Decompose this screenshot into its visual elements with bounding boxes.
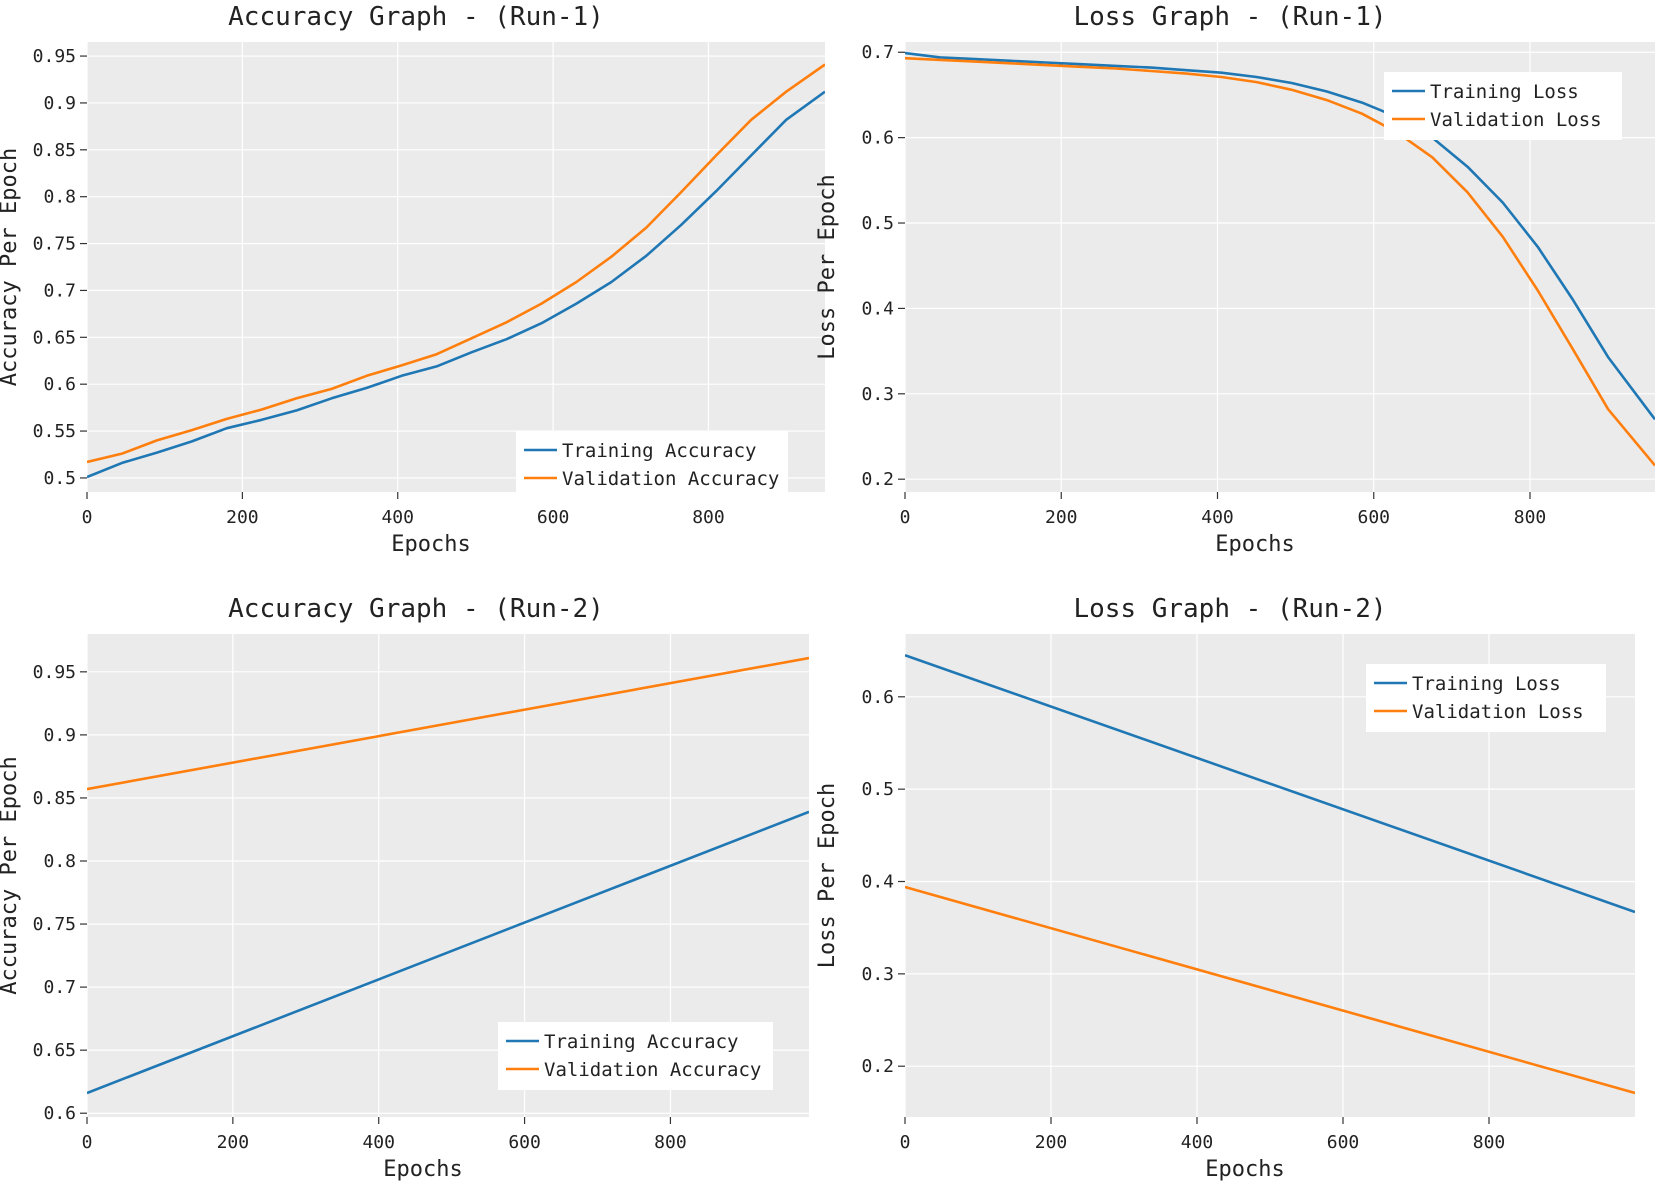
y-tick-label: 0.65	[33, 327, 76, 348]
x-tick-label: 0	[900, 1132, 911, 1153]
x-tick-label: 0	[900, 507, 911, 528]
loss2-chart: 0.2 0.3 0.4 0.5 0.6 0 200 400 600 800 Epochs Loss P…	[815, 594, 1635, 1182]
x-tick-label: 800	[1473, 1132, 1506, 1153]
plot-area	[87, 42, 825, 492]
y-tick-label: 0.9	[43, 725, 76, 746]
chart-title: Loss Graph - (Run-2)	[1073, 594, 1386, 624]
y-tick-label: 0.8	[43, 851, 76, 872]
legend-entry: Validation Accuracy	[562, 468, 779, 490]
x-axis-label: Epochs	[1215, 532, 1294, 557]
y-tick-label: 0.4	[861, 872, 894, 893]
x-axis-label: Epochs	[391, 532, 470, 557]
x-tick-label: 800	[654, 1132, 687, 1153]
legend-entry: Validation Accuracy	[544, 1059, 761, 1081]
y-tick-label: 0.95	[33, 46, 76, 67]
x-tick-label: 200	[1045, 507, 1078, 528]
x-tick-label: 400	[362, 1132, 395, 1153]
y-tick-label: 0.85	[33, 788, 76, 809]
y-tick-label: 0.7	[43, 280, 76, 301]
y-tick-label: 0.9	[43, 93, 76, 114]
legend-box	[1384, 72, 1622, 140]
legend-entry: Validation Loss	[1412, 701, 1584, 723]
y-axis-label: Accuracy Per Epoch	[0, 148, 22, 386]
y-tick-label: 0.5	[43, 468, 76, 489]
series-line-validation	[905, 885, 1635, 1095]
x-tick-label: 400	[381, 507, 414, 528]
y-tick-label: 0.55	[33, 421, 76, 442]
series-line-training	[87, 90, 825, 479]
x-tick-label: 400	[1201, 507, 1234, 528]
chart-title: Accuracy Graph - (Run-1)	[228, 2, 604, 32]
x-axis-label: Epochs	[1205, 1157, 1284, 1182]
y-tick-label: 0.8	[43, 187, 76, 208]
y-tick-label: 0.75	[33, 234, 76, 255]
legend-box	[516, 431, 788, 499]
legend: Training Loss Validation Loss	[1384, 72, 1622, 140]
series-line-training	[905, 653, 1635, 914]
x-tick-label: 800	[692, 507, 725, 528]
legend-entry: Training Accuracy	[562, 440, 756, 462]
legend-entry: Training Loss	[1412, 673, 1561, 695]
legend-entry: Validation Loss	[1430, 109, 1602, 131]
y-tick-label: 0.3	[861, 384, 894, 405]
y-tick-label: 0.7	[861, 42, 894, 63]
y-tick-label: 0.85	[33, 140, 76, 161]
y-tick-label: 0.5	[861, 213, 894, 234]
legend-entry: Training Accuracy	[544, 1031, 738, 1053]
x-tick-label: 600	[508, 1132, 541, 1153]
chart-title: Accuracy Graph - (Run-2)	[228, 594, 604, 624]
y-tick-label: 0.4	[861, 298, 894, 319]
y-axis-label: Loss Per Epoch	[815, 174, 840, 359]
y-tick-label: 0.75	[33, 914, 76, 935]
y-tick-label: 0.6	[861, 128, 894, 149]
legend: Training Accuracy Validation Accuracy	[516, 431, 788, 499]
y-tick-label: 0.6	[43, 374, 76, 395]
y-tick-label: 0.65	[33, 1040, 76, 1061]
x-tick-label: 800	[1514, 507, 1547, 528]
x-axis-label: Epochs	[383, 1157, 462, 1182]
x-tick-label: 600	[537, 507, 570, 528]
loss1-chart: 0.2 0.3 0.4 0.5 0.6 0.7 0 200 400 600 800 Epochs Los…	[815, 2, 1655, 557]
y-tick-label: 0.7	[43, 977, 76, 998]
legend: Training Loss Validation Loss	[1366, 664, 1606, 732]
legend: Training Accuracy Validation Accuracy	[498, 1022, 773, 1090]
y-axis-label: Loss Per Epoch	[815, 783, 840, 968]
x-tick-label: 400	[1181, 1132, 1214, 1153]
x-tick-label: 200	[226, 507, 259, 528]
chart-title: Loss Graph - (Run-1)	[1073, 2, 1386, 32]
series-line-validation	[87, 63, 825, 464]
y-tick-label: 0.2	[861, 1056, 894, 1077]
x-tick-label: 600	[1357, 507, 1390, 528]
y-tick-label: 0.6	[861, 687, 894, 708]
series-line-training	[905, 51, 1655, 421]
x-tick-label: 0	[82, 1132, 93, 1153]
acc2-chart: 0.6 0.65 0.7 0.75 0.8 0.85 0.9 0.95 0 200 400 600 80…	[0, 594, 809, 1182]
acc1-chart: 0.5 0.55 0.6 0.65 0.7 0.75 0.8 0.85 0.9 0.95 0 200 4…	[0, 2, 825, 557]
series-line-validation	[905, 56, 1655, 467]
y-axis-label: Accuracy Per Epoch	[0, 756, 22, 994]
y-tick-label: 0.2	[861, 469, 894, 490]
y-tick-label: 0.95	[33, 662, 76, 683]
y-tick-label: 0.3	[861, 964, 894, 985]
y-tick-label: 0.6	[43, 1103, 76, 1124]
x-tick-label: 600	[1327, 1132, 1360, 1153]
y-tick-label: 0.5	[861, 779, 894, 800]
x-tick-label: 0	[82, 507, 93, 528]
x-tick-label: 200	[217, 1132, 250, 1153]
x-tick-label: 200	[1035, 1132, 1068, 1153]
series-line-validation	[87, 656, 809, 791]
legend-entry: Training Loss	[1430, 81, 1579, 103]
legend-box	[1366, 664, 1606, 732]
series-line-training	[87, 810, 809, 1095]
legend-box	[498, 1022, 773, 1090]
